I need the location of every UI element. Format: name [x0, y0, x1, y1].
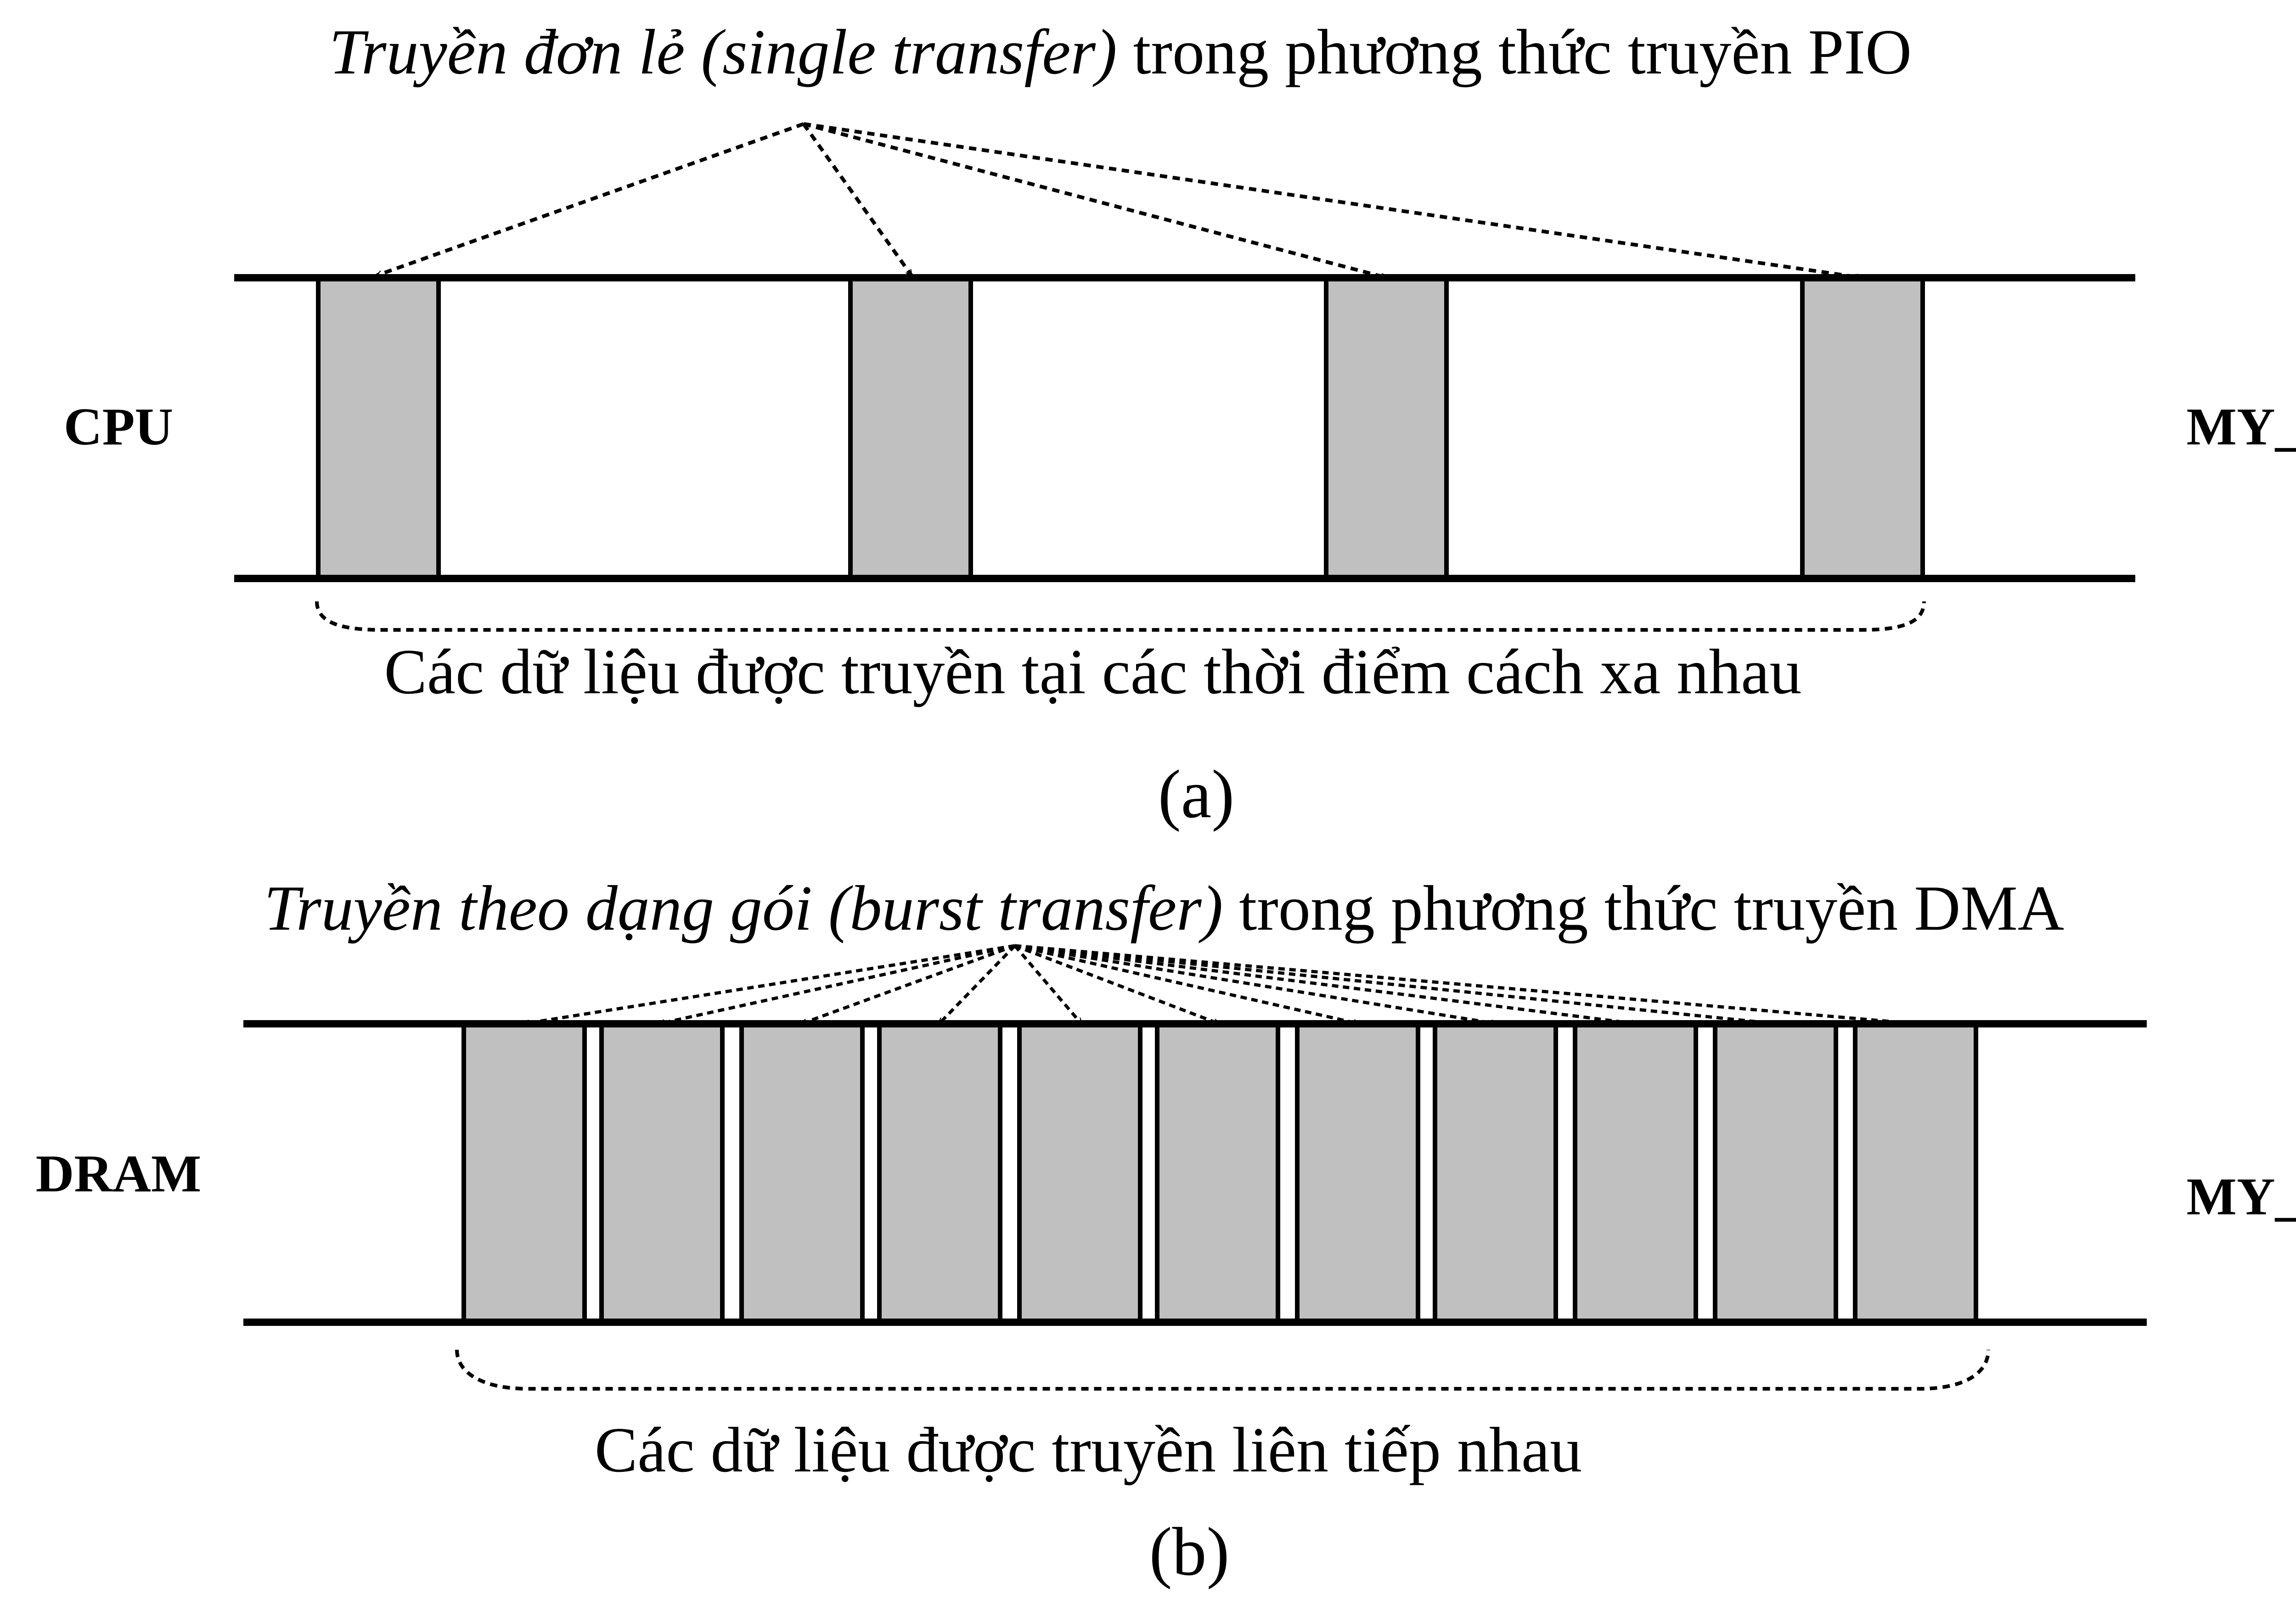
panel-b-transfer-block-6 — [1155, 1021, 1280, 1325]
panel-b-transfer-block-4 — [877, 1021, 1002, 1325]
panel-a-left-label: CPU — [64, 398, 173, 456]
panel-b-arrow-8 — [1014, 944, 1497, 1024]
panel-b-right-label: MY_IP — [2186, 1167, 2296, 1226]
panel-b-title-italic: Truyền theo dạng gói (burst transfer) — [264, 873, 1223, 944]
panel-b-transfer-block-1 — [461, 1021, 587, 1325]
panel-b-brace-caption: Các dữ liệu được truyền liên tiếp nhau — [595, 1414, 1582, 1486]
panel-b-left-label: DRAM — [36, 1145, 202, 1203]
panel-a-arrow-4 — [803, 122, 1862, 278]
panel-b-arrow-10 — [1014, 944, 1777, 1024]
panel-a-brace — [315, 601, 1926, 632]
panel-a-arrow-2 — [802, 123, 913, 275]
panel-b-transfer-block-10 — [1713, 1021, 1838, 1325]
panel-b-blocks — [461, 1021, 1978, 1325]
panel-a-title: Truyền đơn lẻ (single transfer) trong ph… — [329, 17, 1912, 88]
panel-a: Truyền đơn lẻ (single transfer) trong ph… — [64, 17, 2296, 832]
panel-a-arrows — [377, 122, 1862, 278]
panel-a-right-label: MY_IP — [2186, 398, 2296, 456]
panel-b-arrow-9 — [1014, 944, 1637, 1024]
panel-b-arrow-1 — [523, 944, 1015, 1024]
panel-b-arrow-5 — [1013, 944, 1083, 1024]
panel-a-transfer-block-3 — [1324, 275, 1449, 581]
panel-b-transfer-block-7 — [1295, 1021, 1420, 1325]
panel-a-transfer-block-4 — [1800, 275, 1925, 581]
panel-a-title-italic: Truyền đơn lẻ (single transfer) — [329, 17, 1117, 88]
panel-b-arrow-3 — [801, 944, 1016, 1024]
panel-b-transfer-block-2 — [599, 1021, 725, 1325]
panel-a-label: (a) — [1158, 756, 1234, 832]
panel-a-title-rest: trong phương thức truyền PIO — [1117, 17, 1912, 88]
panel-b-arrow-7 — [1014, 944, 1359, 1024]
panel-b-label: (b) — [1149, 1514, 1230, 1590]
panel-b-transfer-block-3 — [739, 1021, 865, 1325]
panel-b-transfer-block-8 — [1433, 1021, 1558, 1325]
panel-b-arrow-11 — [1014, 944, 1917, 1024]
panel-a-blocks — [316, 275, 1925, 581]
panel-b-title: Truyền theo dạng gói (burst transfer) tr… — [264, 873, 2064, 944]
panel-a-arrow-1 — [377, 122, 805, 277]
panel-a-transfer-block-1 — [316, 275, 441, 581]
panel-b-transfer-block-9 — [1573, 1021, 1698, 1325]
panel-b-arrow-2 — [659, 944, 1015, 1024]
panel-a-transfer-block-2 — [848, 275, 973, 581]
panel-b: Truyền theo dạng gói (burst transfer) tr… — [36, 873, 2296, 1590]
panel-a-brace-caption: Các dữ liệu được truyền tại các thời điể… — [384, 636, 1802, 707]
panel-b-transfer-block-5 — [1017, 1021, 1142, 1325]
panel-b-transfer-block-11 — [1853, 1021, 1978, 1325]
panel-b-arrow-6 — [1014, 944, 1219, 1026]
panel-b-arrows — [523, 944, 1917, 1026]
panel-a-arrow-3 — [803, 122, 1387, 278]
panel-b-arrow-4 — [939, 944, 1016, 1024]
panel-b-title-rest: trong phương thức truyền DMA — [1223, 873, 2064, 944]
panel-b-brace — [455, 1349, 1990, 1391]
